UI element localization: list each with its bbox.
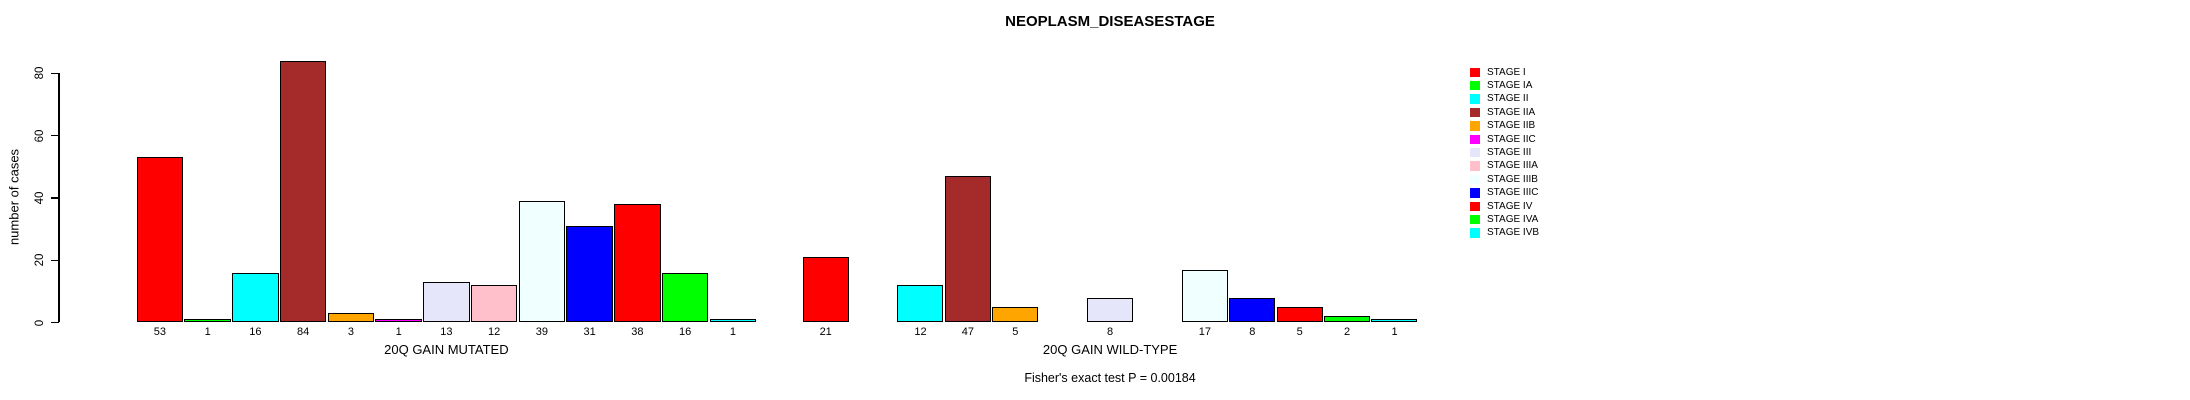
legend-label: STAGE IIIB (1487, 173, 1538, 185)
legend-swatch (1470, 121, 1480, 131)
legend-swatch (1470, 134, 1480, 144)
legend-label: STAGE III (1487, 146, 1532, 158)
legend-item: STAGE IIC (1470, 133, 1590, 148)
bar-value-label: 12 (914, 326, 927, 338)
group-x-label: 20Q GAIN WILD-TYPE (1042, 341, 1178, 357)
bar (897, 285, 944, 323)
bar-value-label: 8 (1107, 326, 1114, 338)
legend-item: STAGE IIIA (1470, 160, 1590, 174)
bar (1086, 297, 1134, 323)
legend-item: STAGE IV (1470, 200, 1590, 215)
bar-value-label: 1 (395, 326, 402, 338)
bar-value-label: 5 (1296, 326, 1303, 338)
bar-value-label: 31 (583, 326, 596, 338)
bar (518, 201, 566, 323)
bar-value-label: 38 (631, 326, 644, 338)
legend-item: STAGE IIIC (1470, 187, 1590, 201)
bar (802, 257, 849, 323)
legend-label: STAGE IV (1487, 200, 1533, 212)
legend-item: STAGE IVA (1470, 213, 1590, 228)
bar (1181, 269, 1228, 323)
bar-value-label: 12 (488, 326, 501, 338)
bar-value-label: 17 (1198, 326, 1212, 338)
legend-label: STAGE IVB (1487, 227, 1540, 239)
bar-value-label: 47 (961, 326, 975, 338)
bar (1371, 319, 1418, 323)
bar (1229, 297, 1276, 323)
bar (992, 306, 1039, 323)
bar (1323, 316, 1371, 323)
legend-label: STAGE IVA (1487, 213, 1539, 225)
legend-item: STAGE IVB (1470, 227, 1590, 241)
y-tick (51, 259, 59, 261)
legend-swatch (1470, 188, 1480, 198)
legend-swatch (1470, 67, 1480, 77)
bar-value-label: 1 (1391, 326, 1398, 338)
legend-item: STAGE IIA (1470, 106, 1590, 121)
legend-item: STAGE IIIB (1470, 173, 1590, 188)
legend-label: STAGE IIIA (1487, 160, 1538, 172)
bar-value-label: 39 (535, 326, 548, 338)
bar-value-label: 3 (347, 326, 354, 338)
bar (232, 272, 279, 323)
bar (184, 319, 231, 323)
legend-swatch (1470, 80, 1480, 91)
bar-value-label: 1 (204, 326, 211, 338)
bar (327, 313, 375, 323)
legend-item: STAGE I (1470, 66, 1590, 81)
bar (566, 225, 613, 323)
bar-value-label: 53 (153, 326, 166, 338)
bar-value-label: 8 (1249, 326, 1256, 338)
legend-swatch (1470, 228, 1480, 238)
bar-value-label: 16 (249, 326, 262, 338)
legend-swatch (1470, 174, 1480, 185)
y-axis-line (58, 73, 60, 323)
legend-label: STAGE IA (1487, 79, 1533, 91)
bar (470, 285, 518, 323)
legend-label: STAGE II (1487, 93, 1529, 105)
bar (375, 319, 422, 323)
group-x-label: 20Q GAIN MUTATED (384, 341, 509, 357)
bar-value-label: 1 (729, 326, 736, 338)
bar (1276, 306, 1323, 323)
bar-value-label: 2 (1344, 326, 1351, 338)
legend-swatch (1470, 107, 1480, 118)
legend-label: STAGE I (1487, 66, 1526, 78)
bar (423, 282, 470, 323)
bar-value-label: 5 (1012, 326, 1019, 338)
legend-swatch (1470, 201, 1480, 211)
bar-value-label: 13 (440, 326, 453, 338)
bar (614, 204, 661, 323)
fisher-test-footnote: Fisher's exact test P = 0.00184 (1024, 371, 1196, 385)
legend-item: STAGE II (1470, 93, 1590, 107)
bar (661, 272, 709, 323)
legend-swatch (1470, 94, 1480, 104)
bar (944, 176, 991, 323)
y-tick (51, 72, 59, 74)
legend-label: STAGE IIB (1487, 120, 1536, 132)
chart-title: NEOPLASM_DISEASESTAGE (1005, 13, 1215, 30)
bar (279, 60, 327, 323)
legend-item: STAGE IA (1470, 79, 1590, 94)
bar-value-label: 21 (819, 326, 832, 338)
bar-value-label: 16 (679, 326, 692, 338)
y-tick (51, 321, 59, 324)
legend-swatch (1470, 214, 1480, 225)
bar (709, 319, 757, 323)
legend-item: STAGE III (1470, 146, 1590, 161)
legend-label: STAGE IIIC (1487, 187, 1539, 199)
bar-value-label: 84 (297, 326, 310, 338)
legend-item: STAGE IIB (1470, 120, 1590, 134)
legend-swatch (1470, 147, 1480, 158)
y-tick (51, 197, 59, 199)
y-tick (51, 134, 59, 137)
legend-swatch (1470, 161, 1480, 171)
legend-label: STAGE IIA (1487, 106, 1536, 118)
legend-label: STAGE IIC (1487, 133, 1536, 145)
bar (136, 157, 184, 323)
